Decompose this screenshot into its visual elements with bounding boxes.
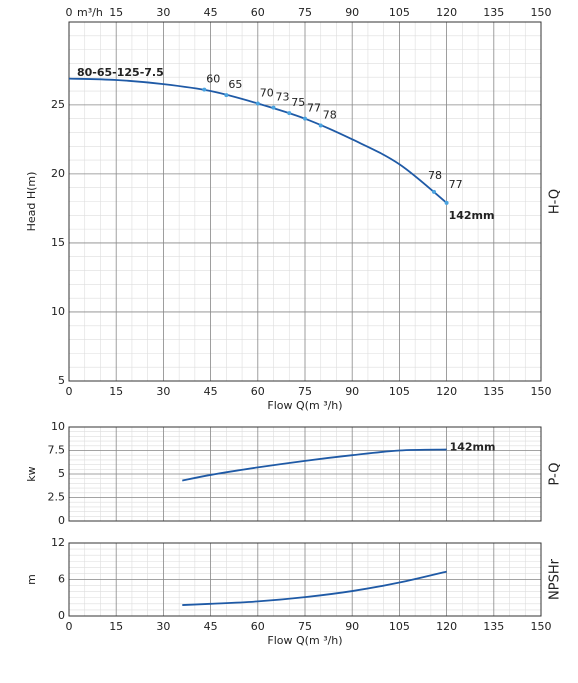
- x-tick-label: 0: [66, 385, 73, 398]
- y-tick-label: 5: [58, 467, 65, 480]
- top-x-tick-label: 90: [345, 6, 359, 19]
- x-tick-label: 45: [204, 385, 218, 398]
- x-tick-label: 30: [156, 385, 170, 398]
- x-tick-label: 105: [389, 385, 410, 398]
- x-tick-label: 75: [298, 385, 312, 398]
- y-tick-label: 12: [51, 536, 65, 549]
- top-x-tick-label: 45: [204, 6, 218, 19]
- top-x-tick-label: 15: [109, 6, 123, 19]
- top-x-tick-label: 150: [531, 6, 552, 19]
- top-x-tick-label: 0: [66, 6, 73, 19]
- y-tick-label: 2.5: [48, 491, 66, 504]
- y-tick-label: 20: [51, 167, 65, 180]
- efficiency-label: 73: [276, 91, 290, 104]
- efficiency-point: [287, 111, 292, 116]
- y-tick-label: 6: [58, 573, 65, 586]
- top-x-tick-label: 135: [483, 6, 504, 19]
- efficiency-point: [224, 93, 229, 98]
- x-tick-label: 30: [156, 620, 170, 633]
- top-x-tick-label: 120: [436, 6, 457, 19]
- x-tick-label: 60: [251, 620, 265, 633]
- efficiency-label: 70: [260, 86, 274, 99]
- y-tick-label: 10: [51, 420, 65, 433]
- x-tick-label: 135: [483, 620, 504, 633]
- x-tick-label: 0: [66, 620, 73, 633]
- efficiency-point: [444, 200, 449, 205]
- plot-frame: [68, 542, 542, 617]
- top-x-tick-label: 60: [251, 6, 265, 19]
- y-tick-label: 10: [51, 305, 65, 318]
- efficiency-point: [432, 189, 437, 194]
- plot-frame: [68, 21, 542, 382]
- x-tick-label: 150: [531, 620, 552, 633]
- curve-label: 142mm: [449, 209, 495, 222]
- y-tick-label: 25: [51, 98, 65, 111]
- y-axis-label: Head H(m): [25, 172, 38, 232]
- efficiency-point: [255, 101, 260, 106]
- x-tick-label: 15: [109, 620, 123, 633]
- top-x-tick-label: 105: [389, 6, 410, 19]
- x-tick-label: 75: [298, 620, 312, 633]
- x-axis-label: Flow Q(m ³/h): [267, 634, 342, 647]
- x-tick-label: 60: [251, 385, 265, 398]
- x-tick-label: 90: [345, 385, 359, 398]
- x-tick-label: 135: [483, 385, 504, 398]
- efficiency-point: [318, 123, 323, 128]
- plot-frame: [68, 426, 542, 522]
- efficiency-label: 77: [449, 178, 463, 191]
- x-tick-label: 150: [531, 385, 552, 398]
- y-tick-label: 0: [58, 514, 65, 527]
- efficiency-point: [202, 87, 207, 92]
- efficiency-point: [271, 105, 276, 110]
- curve: [182, 448, 447, 482]
- efficiency-label: 65: [228, 78, 242, 91]
- top-x-tick-label: 75: [298, 6, 312, 19]
- efficiency-label: 78: [428, 169, 442, 182]
- x-tick-label: 120: [436, 620, 457, 633]
- side-label: NPSHr: [548, 558, 563, 600]
- y-axis-label: kw: [25, 466, 38, 481]
- chart-title: 80-65-125-7.5: [77, 66, 164, 79]
- x-tick-label: 90: [345, 620, 359, 633]
- top-x-tick-label: 30: [156, 6, 170, 19]
- x-tick-label: 15: [109, 385, 123, 398]
- efficiency-label: 77: [307, 102, 321, 115]
- y-axis-label: m: [25, 574, 38, 585]
- x-axis-label: Flow Q(m ³/h): [267, 399, 342, 412]
- efficiency-label: 75: [291, 96, 305, 109]
- x-tick-label: 105: [389, 620, 410, 633]
- y-tick-label: 0: [58, 609, 65, 622]
- efficiency-label: 60: [206, 73, 220, 86]
- y-tick-label: 15: [51, 236, 65, 249]
- x-tick-label: 120: [436, 385, 457, 398]
- side-label: H-Q: [548, 189, 563, 214]
- side-label: P-Q: [548, 463, 563, 486]
- curve-label: 142mm: [450, 441, 496, 454]
- efficiency-point: [303, 116, 307, 121]
- y-tick-label: 5: [58, 374, 65, 387]
- x-tick-label: 45: [204, 620, 218, 633]
- y-tick-label: 7.5: [48, 444, 66, 457]
- curve: [182, 570, 447, 606]
- top-unit: m³/h: [77, 6, 103, 19]
- efficiency-label: 78: [323, 109, 337, 122]
